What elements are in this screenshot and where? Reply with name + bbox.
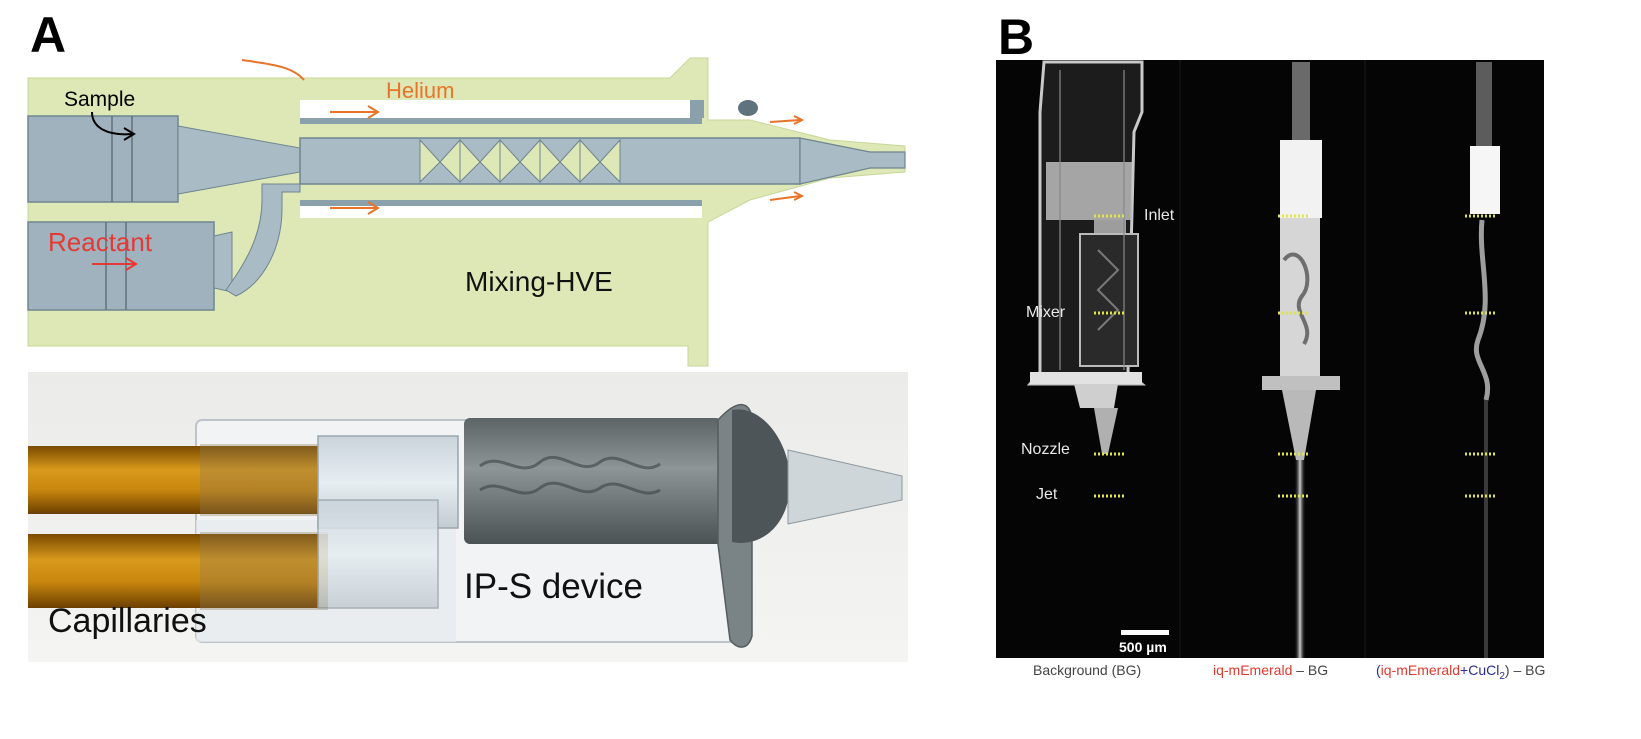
static-mixer-elements (419, 138, 621, 184)
nozzle-cap (732, 409, 790, 543)
reactant-elbow-channel (225, 183, 301, 297)
mixer-body (464, 418, 722, 544)
sample-label: Sample (64, 88, 136, 111)
mixing-hve-label: Mixing-HVE (465, 266, 613, 297)
caption-salt-subscript: 2 (1499, 670, 1505, 682)
caption-third-emerald: iq-mEmerald (1380, 662, 1461, 678)
inlet-label: Inlet (1144, 207, 1175, 224)
marker-lines (1094, 214, 1497, 498)
reactant-capillary (27, 221, 215, 311)
caption-background: Background (BG) (1033, 662, 1142, 678)
panel-a-letter: A (30, 7, 67, 63)
bg-device-image (1026, 60, 1147, 454)
caption-close: ) – BG (1504, 662, 1546, 678)
panel-b-letter: B (998, 9, 1035, 65)
caption-emerald: iq-mEmerald – BG (1213, 662, 1328, 678)
caption-emerald-name: iq-mEmerald (1213, 662, 1293, 678)
caption-salt: CuCl (1468, 662, 1500, 678)
emerald-image (1262, 62, 1340, 658)
caption-plus: + (1460, 662, 1469, 678)
lower-capillary (28, 534, 328, 608)
scale-bar (1121, 630, 1169, 635)
nozzle-label: Nozzle (1021, 441, 1070, 458)
jet-label: Jet (1036, 486, 1058, 503)
caption-emerald-cucl2: (iq-mEmerald+CuCl2) – BG (1376, 662, 1545, 682)
sample-arrow (91, 111, 133, 136)
caption-emerald-suffix: – BG (1292, 662, 1329, 678)
helium-channel-top (300, 100, 702, 120)
helium-label: Helium (386, 78, 455, 103)
mixer-label: Mixer (1026, 304, 1066, 321)
capillaries-label: Capillaries (48, 602, 207, 640)
scale-bar-label: 500 µm (1119, 639, 1167, 655)
ip-s-device-label: IP-S device (464, 567, 643, 606)
caption-open-paren: ( (1376, 662, 1381, 678)
reactant-label: Reactant (48, 227, 153, 257)
helium-inlet-line (241, 59, 305, 81)
emerald-cucl2-image (1470, 62, 1500, 658)
nozzle-cone (787, 449, 903, 525)
upper-capillary (28, 446, 328, 514)
